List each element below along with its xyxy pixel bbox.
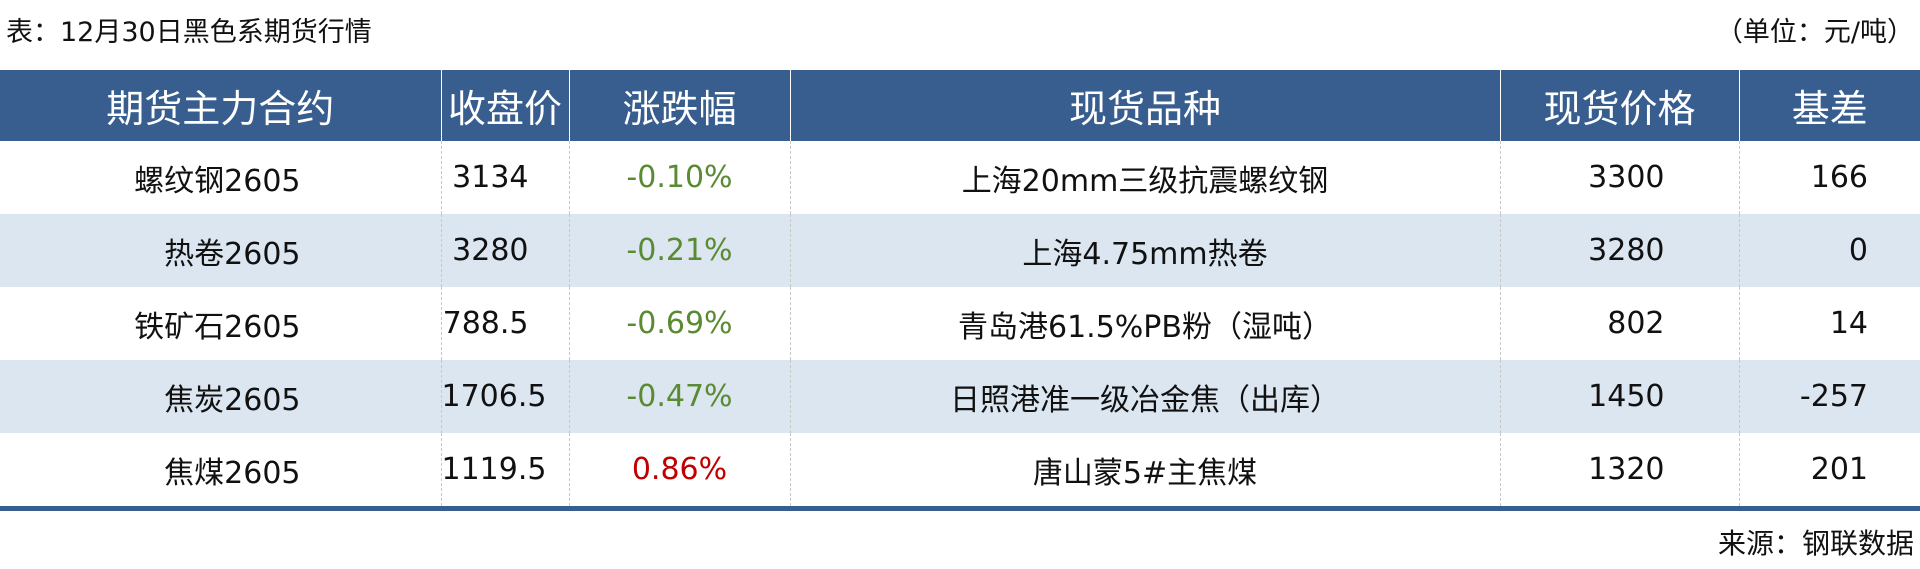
basis-cell: 166 [1738, 141, 1920, 214]
futures-table: 期货主力合约 收盘价 涨跌幅 现货品种 现货价格 基差 螺纹钢2605 3134-… [0, 70, 1920, 511]
table-row: 热卷2605 3280 -0.21% 上海4.75mm热卷 3280 0 [0, 214, 1920, 287]
spot-variety-cell: 青岛港61.5%PB粉（湿吨） [789, 287, 1500, 360]
close-price-cell: 788.5 [440, 287, 569, 360]
change-cell: -0.69% [568, 287, 790, 360]
spot-price-cell: 3300 [1499, 141, 1739, 214]
spot-variety-cell: 唐山蒙5#主焦煤 [789, 433, 1500, 511]
contract-cell: 铁矿石2605 [134, 309, 301, 345]
contract-cell: 焦煤2605 [0, 433, 441, 511]
spot-price-cell: 3280 [1499, 214, 1739, 287]
col-header-basis: 基差 [1738, 70, 1920, 141]
basis-cell: 201 [1738, 433, 1920, 511]
contract-cell: 焦炭2605 [0, 360, 441, 433]
change-cell: -0.47% [568, 360, 790, 433]
spot-price-cell: 802 [1499, 287, 1739, 360]
change-cell: 0.86% [568, 433, 790, 511]
change-cell: -0.10% [568, 141, 790, 214]
table-title: 表：12月30日黑色系期货行情 [6, 17, 372, 48]
spot-price-cell: 1320 [1499, 433, 1739, 511]
col-header-contract: 期货主力合约 [0, 70, 441, 141]
table-row: 铁矿石2605 788.5 -0.69% 青岛港61.5%PB粉（湿吨） 802 14 [0, 287, 1920, 360]
close-price-cell: 3134 [440, 141, 569, 214]
table-row: 焦煤2605 1119.5 0.86% 唐山蒙5#主焦煤 1320 201 [0, 433, 1920, 511]
col-header-change: 涨跌幅 [568, 70, 790, 141]
table-row: 螺纹钢2605 3134 -0.10% 上海20mm三级抗震螺纹钢 3300 166 [0, 141, 1920, 214]
close-price-cell: 1706.5 [440, 360, 569, 433]
table-row: 焦炭2605 1706.5 -0.47% 日照港准一级冶金焦（出库） 1450 -257 [0, 360, 1920, 433]
col-header-close: 收盘价 [440, 70, 569, 141]
contract-cell: 热卷2605 [0, 214, 441, 287]
header-row: 期货主力合约 收盘价 涨跌幅 现货品种 现货价格 基差 [0, 70, 1920, 141]
change-cell: -0.21% [568, 214, 790, 287]
unit-label: （单位：元/吨） [1715, 17, 1914, 48]
spot-price-cell: 1450 [1499, 360, 1739, 433]
col-header-spot-price: 现货价格 [1499, 70, 1739, 141]
basis-cell: 0 [1738, 214, 1920, 287]
basis-cell: 14 [1738, 287, 1920, 360]
spot-variety-cell: 上海20mm三级抗震螺纹钢 [789, 141, 1500, 214]
close-price-cell: 1119.5 [440, 433, 569, 511]
source-note: 来源：钢联数据 [1717, 527, 1914, 560]
spot-variety-cell: 日照港准一级冶金焦（出库） [789, 360, 1500, 433]
close-price-cell: 3280 [440, 214, 569, 287]
col-header-spot: 现货品种 [789, 70, 1500, 141]
contract-cell: 螺纹钢2605 [134, 163, 301, 199]
spot-variety-cell: 上海4.75mm热卷 [789, 214, 1500, 287]
basis-cell: -257 [1738, 360, 1920, 433]
